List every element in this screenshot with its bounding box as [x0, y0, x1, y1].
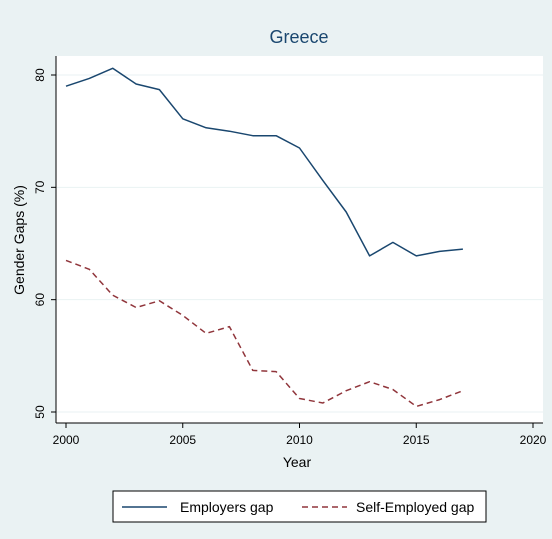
y-axis-title: Gender Gaps (%) [11, 185, 27, 295]
chart-title: Greece [269, 27, 328, 47]
y-tick-label: 60 [33, 293, 47, 307]
gridlines [56, 74, 543, 413]
x-tick-label: 2000 [53, 433, 80, 447]
x-tick-label: 2020 [520, 433, 547, 447]
ticks: 50 60 70 80 2000 2005 2010 2015 2020 [33, 68, 547, 447]
x-axis-title: Year [283, 454, 312, 470]
legend-label-employers-gap: Employers gap [180, 499, 274, 515]
x-tick-label: 2010 [286, 433, 313, 447]
x-tick-label: 2005 [169, 433, 196, 447]
plot-area [56, 56, 543, 423]
legend-label-self-employed-gap: Self-Employed gap [356, 499, 475, 515]
legend-box [112, 490, 487, 523]
x-tick-label: 2015 [403, 433, 430, 447]
y-tick-label: 70 [33, 180, 47, 194]
y-tick-label: 80 [33, 68, 47, 82]
series-line-employers-gap [65, 67, 463, 257]
legend: Employers gap Self-Employed gap [112, 490, 487, 523]
y-tick-label: 50 [33, 405, 47, 419]
series-line-self-employed-gap [65, 259, 464, 408]
series-lines [65, 67, 464, 408]
